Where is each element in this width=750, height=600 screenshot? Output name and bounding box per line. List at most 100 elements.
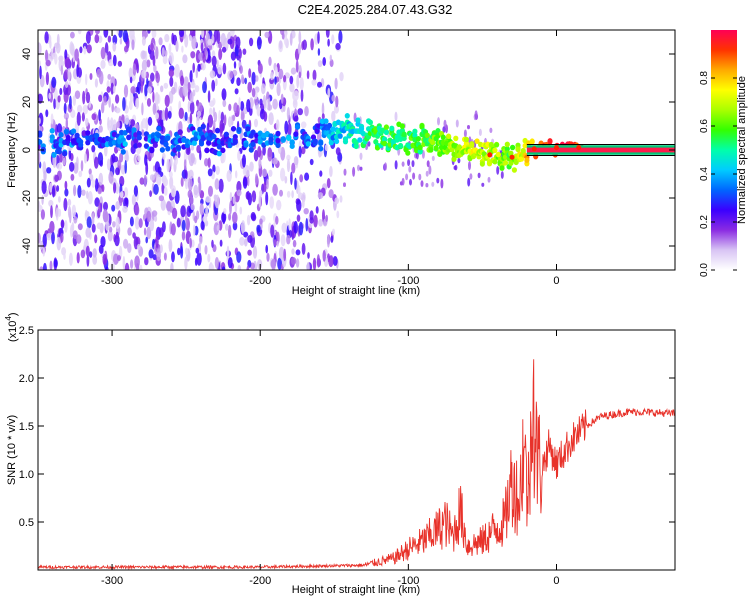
noise-blob	[298, 221, 304, 236]
noise-blob	[335, 42, 341, 51]
noise-blob	[317, 60, 323, 68]
y-tick-label: 1.0	[19, 469, 34, 481]
y-tick-label: 2.5	[19, 325, 34, 337]
noise-blob	[287, 122, 292, 136]
noise-blob	[178, 30, 185, 38]
noise-blob	[185, 146, 191, 155]
noise-blob	[128, 100, 133, 111]
noise-blob	[168, 69, 174, 77]
snr-background	[38, 330, 675, 570]
noise-blob	[481, 182, 485, 187]
signal-mark	[428, 147, 434, 153]
noise-blob	[64, 49, 68, 60]
colorbar-tick-label: 0.4	[699, 167, 710, 181]
noise-blob	[185, 170, 188, 179]
noise-blob	[218, 178, 224, 193]
noise-blob	[276, 240, 279, 247]
noise-blob	[115, 107, 121, 114]
noise-blob	[180, 177, 184, 187]
noise-blob	[240, 101, 245, 111]
noise-blob	[269, 196, 275, 209]
noise-blob	[123, 84, 129, 98]
noise-blob	[94, 156, 99, 169]
noise-blob	[86, 44, 92, 54]
noise-blob	[236, 104, 240, 117]
noise-blob	[331, 34, 335, 45]
signal-mark	[38, 130, 43, 137]
noise-blob	[468, 161, 471, 171]
noise-blob	[288, 218, 291, 231]
signal-mark	[323, 118, 329, 124]
signal-mark	[513, 159, 519, 166]
noise-blob	[477, 172, 481, 179]
signal-mark	[358, 126, 365, 132]
noise-blob	[325, 30, 330, 38]
noise-blob	[174, 64, 180, 78]
noise-blob	[183, 159, 187, 170]
signal-mark	[275, 130, 281, 137]
signal-mark	[71, 128, 77, 134]
noise-blob	[56, 162, 63, 170]
noise-blob	[226, 245, 230, 258]
noise-blob	[431, 181, 435, 187]
signal-mark	[495, 151, 501, 158]
noise-blob	[286, 234, 291, 245]
noise-blob	[310, 38, 314, 51]
noise-blob	[119, 37, 123, 45]
noise-blob	[223, 114, 227, 126]
noise-blob	[250, 212, 256, 221]
noise-blob	[220, 33, 226, 46]
x-tick-label: -100	[397, 575, 419, 587]
noise-blob	[228, 213, 232, 221]
noise-blob	[112, 34, 118, 45]
noise-blob	[208, 185, 213, 197]
noise-blob	[82, 104, 89, 115]
noise-blob	[188, 169, 194, 180]
noise-blob	[79, 46, 83, 54]
noise-blob	[113, 182, 117, 194]
noise-blob	[269, 77, 275, 85]
signal-mark	[38, 143, 41, 150]
noise-blob	[437, 117, 440, 126]
noise-blob	[200, 30, 205, 39]
noise-blob	[272, 183, 278, 196]
snr-panel: -300 -200 -100 0 0.5 1.0 1.5 2.0 2.5 Height of …	[4, 312, 676, 596]
noise-blob	[111, 103, 114, 113]
noise-blob	[184, 256, 188, 270]
signal-mark	[143, 143, 149, 149]
signal-mark	[206, 140, 212, 146]
x-tick-label: -300	[101, 575, 123, 587]
noise-blob	[144, 154, 148, 167]
noise-blob	[59, 87, 63, 96]
noise-blob	[133, 185, 138, 197]
noise-blob	[276, 199, 282, 211]
noise-blob	[243, 231, 249, 238]
snr-scale-close: )	[7, 312, 19, 316]
noise-blob	[163, 186, 168, 196]
noise-blob	[409, 178, 412, 186]
noise-blob	[300, 146, 306, 155]
signal-mark	[211, 133, 217, 140]
noise-blob	[146, 77, 149, 87]
signal-mark	[126, 134, 132, 141]
noise-blob	[244, 238, 248, 247]
noise-blob	[54, 174, 59, 182]
noise-blob	[326, 178, 331, 189]
noise-blob	[42, 233, 47, 248]
noise-blob	[98, 35, 103, 44]
noise-blob	[168, 52, 174, 65]
signal-mark	[511, 167, 517, 173]
noise-blob	[166, 200, 172, 212]
noise-blob	[306, 261, 310, 270]
noise-blob	[174, 155, 178, 166]
noise-blob	[246, 265, 250, 270]
noise-blob	[297, 108, 304, 116]
noise-blob	[85, 73, 88, 86]
noise-blob	[335, 147, 341, 156]
noise-blob	[204, 245, 208, 255]
noise-blob	[77, 67, 82, 78]
noise-blob	[463, 129, 467, 138]
noise-blob	[117, 60, 123, 67]
noise-blob	[257, 63, 263, 74]
noise-blob	[101, 184, 105, 193]
